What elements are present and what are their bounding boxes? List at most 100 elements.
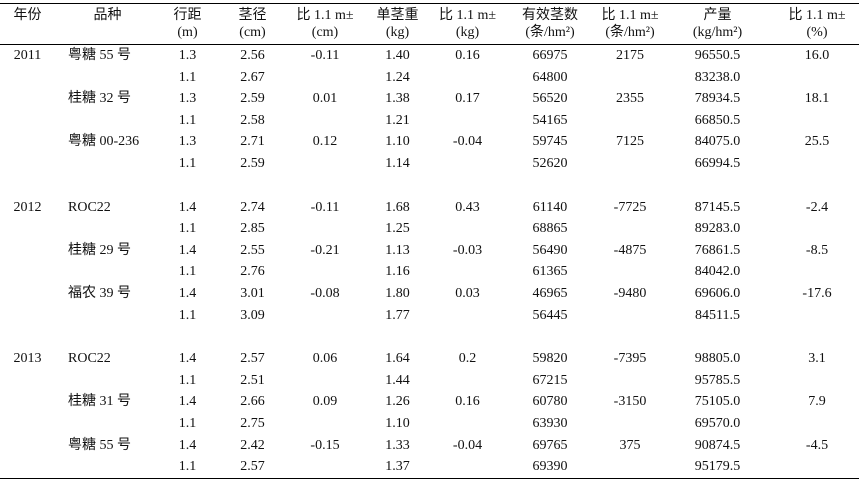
empty-cell xyxy=(290,67,360,89)
spacing-cell: 1.3 xyxy=(178,134,197,150)
diameter-cell: 2.76 xyxy=(240,264,265,280)
data-row: 粤糖 00-236 1.3 2.71 0.12 1.10 -0.04 59745 7125 84… xyxy=(0,131,859,153)
empty-cell xyxy=(55,153,160,175)
empty-cell xyxy=(435,305,500,327)
weight-cell: 1.21 xyxy=(385,112,410,128)
diff-cell: 0.17 xyxy=(455,91,480,107)
diff-cell: 0.01 xyxy=(312,91,338,107)
diff-cell: -0.21 xyxy=(310,242,340,258)
weight-cell: 1.64 xyxy=(385,351,410,367)
diff-cell: 3.1 xyxy=(808,351,826,367)
header-name: 品种 xyxy=(93,8,122,23)
data-row: 1.1 2.76 1.16 61365 84042.0 xyxy=(0,261,859,283)
empty-cell xyxy=(600,456,660,478)
weight-cell: 1.10 xyxy=(385,134,410,150)
year-cell: 2013 xyxy=(13,351,42,367)
spacing-cell: 1.1 xyxy=(178,112,197,128)
diff-cell: 0.16 xyxy=(455,48,480,63)
empty-cell xyxy=(290,305,360,327)
empty-cell xyxy=(600,218,660,240)
yield-cell: 98805.0 xyxy=(694,351,741,367)
diff-cell: 7.9 xyxy=(808,394,826,410)
weight-cell: 1.16 xyxy=(385,264,410,280)
diff-cell: -0.08 xyxy=(310,285,340,301)
empty-cell xyxy=(0,240,55,262)
header-name: 年份 xyxy=(13,8,42,23)
data-row: 2011 粤糖 55 号 1.3 2.56 -0.11 1.40 0.16 66975 2175… xyxy=(0,45,859,67)
empty-cell xyxy=(290,413,360,435)
empty-cell xyxy=(0,218,55,240)
yield-cell: 84511.5 xyxy=(695,307,740,323)
diff-cell: -2.4 xyxy=(805,199,829,215)
yield-cell: 90874.5 xyxy=(694,437,741,453)
data-row: 1.1 2.57 1.37 69390 95179.5 xyxy=(0,456,859,479)
empty-cell xyxy=(775,218,859,240)
header-name: 单茎重 xyxy=(376,8,419,23)
empty-cell xyxy=(600,261,660,283)
stems-cell: 46965 xyxy=(532,285,568,301)
spacing-cell: 1.4 xyxy=(178,285,197,301)
diameter-cell: 2.58 xyxy=(240,112,265,128)
yield-cell: 89283.0 xyxy=(694,221,741,237)
empty-cell xyxy=(775,67,859,89)
empty-cell xyxy=(0,153,55,175)
empty-cell xyxy=(55,110,160,132)
weight-cell: 1.14 xyxy=(385,155,410,171)
stems-cell: 63930 xyxy=(532,415,568,431)
yield-cell: 83238.0 xyxy=(694,69,741,85)
empty-cell xyxy=(0,413,55,435)
weight-cell: 1.24 xyxy=(385,69,410,85)
empty-cell xyxy=(600,153,660,175)
header-name: 行距 xyxy=(173,8,202,23)
empty-cell xyxy=(775,456,859,478)
header-cell: 茎径 (cm) xyxy=(215,4,290,45)
empty-cell xyxy=(290,110,360,132)
yield-cell: 96550.5 xyxy=(694,48,741,63)
diff-cell: 0.43 xyxy=(455,199,480,215)
diameter-cell: 2.57 xyxy=(240,459,265,475)
spacing-cell: 1.3 xyxy=(178,48,197,63)
diameter-cell: 2.56 xyxy=(240,48,265,63)
weight-cell: 1.13 xyxy=(385,242,410,258)
spacer-row xyxy=(0,175,859,197)
diameter-cell: 2.57 xyxy=(240,351,265,367)
empty-cell xyxy=(55,370,160,392)
variety-cell: 桂糖 31 号 xyxy=(68,394,131,410)
header-cell: 有效茎数 (条/hm²) xyxy=(500,4,600,45)
header-unit: (%) xyxy=(806,25,828,40)
spacing-cell: 1.1 xyxy=(178,459,197,475)
diff-cell: 7125 xyxy=(616,134,644,150)
data-row: 1.1 2.67 1.24 64800 83238.0 xyxy=(0,67,859,89)
variety-cell: 福农 39 号 xyxy=(68,285,131,301)
header-cell: 比 1.1 m± (kg) xyxy=(435,4,500,45)
yield-cell: 69570.0 xyxy=(694,415,741,431)
yield-cell: 84042.0 xyxy=(694,264,741,280)
diff-cell: 2355 xyxy=(616,91,644,107)
spacing-cell: 1.1 xyxy=(178,307,197,323)
weight-cell: 1.77 xyxy=(385,307,410,323)
spacing-cell: 1.1 xyxy=(178,69,197,85)
stems-cell: 69390 xyxy=(532,459,568,475)
stems-cell: 69765 xyxy=(532,437,568,453)
diff-cell: 0.2 xyxy=(458,351,477,367)
header-unit: (cm) xyxy=(239,25,266,40)
weight-cell: 1.10 xyxy=(385,415,410,431)
header-unit: (条/hm²) xyxy=(525,25,575,40)
weight-cell: 1.37 xyxy=(385,459,410,475)
empty-cell xyxy=(435,413,500,435)
empty-cell xyxy=(55,305,160,327)
header-unit: (cm) xyxy=(311,25,339,40)
empty-cell xyxy=(435,261,500,283)
empty-cell xyxy=(435,153,500,175)
header-name: 比 1.1 m± xyxy=(601,8,659,23)
diameter-cell: 2.85 xyxy=(240,221,265,237)
header-name: 有效茎数 xyxy=(522,8,578,23)
diff-cell: 0.12 xyxy=(312,134,338,150)
weight-cell: 1.25 xyxy=(385,221,410,237)
data-row: 1.1 3.09 1.77 56445 84511.5 xyxy=(0,305,859,327)
stems-cell: 56445 xyxy=(532,307,568,323)
header-name: 茎径 xyxy=(238,8,267,23)
weight-cell: 1.40 xyxy=(385,48,410,63)
header-cell: 比 1.1 m± (%) xyxy=(775,4,859,45)
spacing-cell: 1.1 xyxy=(178,372,197,388)
